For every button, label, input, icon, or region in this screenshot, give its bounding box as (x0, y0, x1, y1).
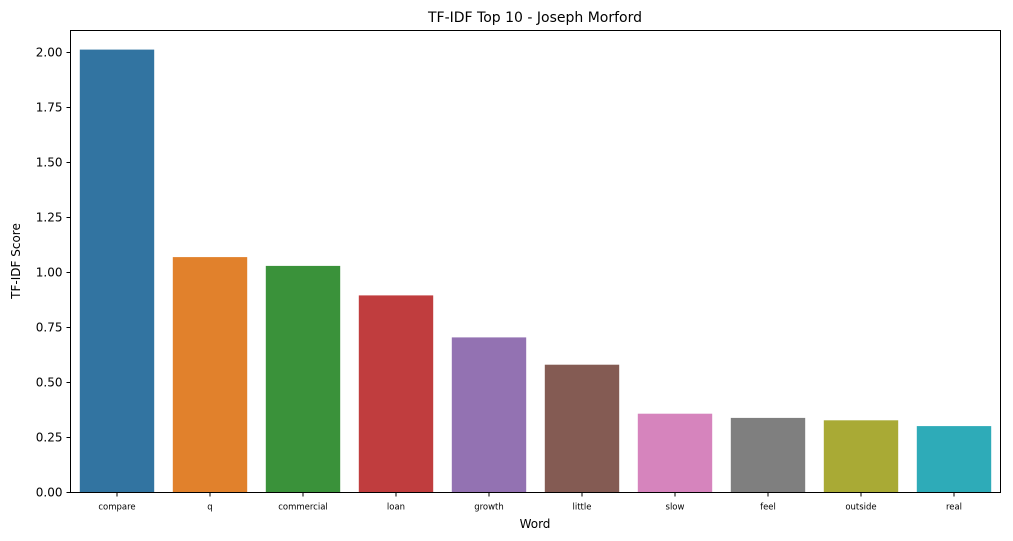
y-tick-label: 0.75 (36, 321, 63, 335)
y-tick-label: 0.50 (36, 376, 63, 390)
bar-little (544, 364, 620, 493)
bar-real (916, 426, 992, 493)
bar-outside (823, 420, 899, 493)
bar-commercial (265, 265, 341, 493)
x-tick-label: real (946, 503, 962, 513)
x-tick-label: growth (474, 503, 504, 513)
chart-title: TF-IDF Top 10 - Joseph Morford (427, 10, 642, 26)
x-axis: compare q commercial loan growth little slow fe… (98, 492, 962, 513)
bar-slow (637, 413, 713, 493)
y-axis-label: TF-IDF Score (9, 223, 23, 300)
y-axis: 0.00 0.25 0.50 0.75 1.00 1.25 1.50 1.75 2.00 (36, 46, 71, 500)
bar-growth (451, 337, 527, 493)
y-tick-label: 2.00 (36, 46, 63, 60)
x-tick-label: loan (387, 503, 405, 513)
x-tick-label: feel (760, 503, 776, 513)
y-tick-label: 0.25 (36, 431, 63, 445)
bar-compare (79, 49, 155, 493)
bars-group (79, 49, 992, 493)
plot-frame (70, 30, 1001, 493)
x-tick-label: commercial (278, 503, 328, 513)
bar-loan (358, 295, 434, 493)
x-tick-label: little (573, 503, 592, 513)
x-tick-label: outside (845, 503, 876, 513)
bar-feel (730, 417, 806, 493)
y-tick-label: 1.75 (36, 101, 63, 115)
y-tick-label: 1.00 (36, 266, 63, 280)
x-tick-label: compare (98, 503, 135, 513)
bar-q (172, 257, 248, 493)
x-tick-label: slow (666, 503, 685, 513)
x-tick-label: q (207, 503, 212, 513)
y-tick-label: 1.50 (36, 156, 63, 170)
y-tick-label: 0.00 (36, 486, 63, 500)
x-axis-label: Word (520, 517, 551, 531)
y-tick-label: 1.25 (36, 211, 63, 225)
